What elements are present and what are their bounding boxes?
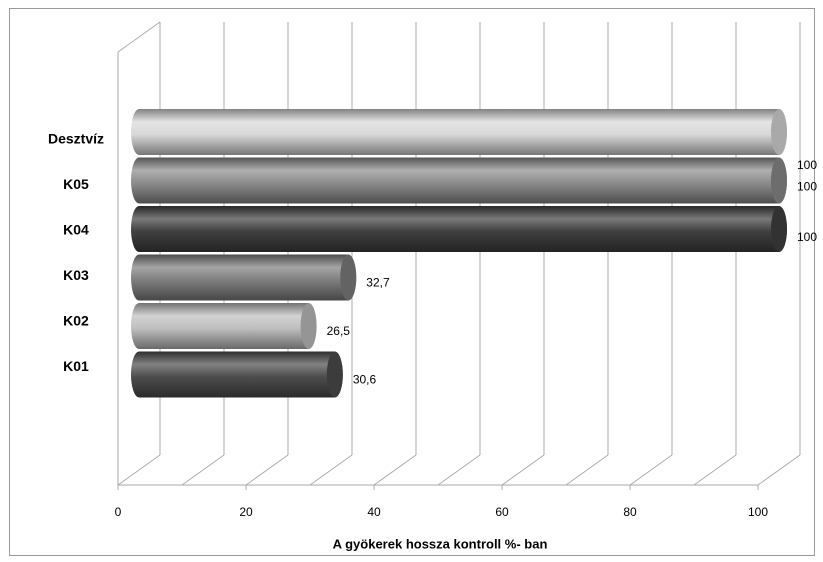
- x-tick-label-100: 100: [748, 505, 768, 519]
- category-label-k02: K02: [63, 313, 89, 329]
- data-label-k02: 26,5: [327, 324, 351, 338]
- category-label-k05: K05: [63, 176, 89, 192]
- bar-k02-body: [131, 303, 317, 349]
- data-labels: 100 100 100 32,7 26,5 30,6: [327, 158, 818, 387]
- data-label-k01: 30,6: [353, 373, 377, 387]
- x-tick-label-20: 20: [239, 505, 253, 519]
- data-label-k05: 100: [797, 180, 817, 194]
- category-label-k01: K01: [63, 358, 89, 374]
- gridline-floor-90: [693, 454, 737, 486]
- gridline-floor-20: [245, 454, 289, 486]
- bar-k01-cap: [326, 351, 343, 398]
- bar-k03-cap: [340, 254, 357, 301]
- gridline-floor-0: [117, 454, 161, 486]
- bar-desztviz-body: [131, 109, 787, 155]
- gridline-floor-30: [309, 454, 353, 486]
- x-tick-label-40: 40: [367, 505, 381, 519]
- category-label-k03: K03: [63, 267, 89, 283]
- bar-k01: [131, 351, 343, 398]
- gridline-floor-100: [757, 454, 801, 486]
- data-label-k03: 32,7: [366, 276, 390, 290]
- bar-k04: [131, 206, 787, 252]
- bar-k03: [131, 254, 357, 301]
- bar-k03-body: [131, 254, 357, 301]
- bar-k05-body: [131, 157, 787, 204]
- gridline-floor-80: [629, 454, 673, 486]
- category-label-desztviz: Desztvíz: [48, 131, 104, 147]
- gridline-floor-10: [181, 454, 225, 486]
- x-tick-label-0: 0: [115, 505, 122, 519]
- bar-desztviz: [131, 109, 787, 155]
- gridline-floor-60: [501, 454, 545, 486]
- category-axis: Desztvíz K05 K04 K03 K02 K01: [48, 131, 104, 375]
- bar-k04-body: [131, 206, 787, 252]
- x-axis-title: A gyökerek hossza kontroll %- ban: [333, 536, 548, 551]
- gridline-floor-70: [565, 454, 609, 486]
- bar-k02-cap: [300, 303, 317, 349]
- left-wall-top-edge: [117, 21, 161, 53]
- chart-border: [9, 8, 815, 556]
- value-axis: 0 20 40 60 80 100: [115, 485, 768, 519]
- bar-k05-cap: [771, 157, 787, 204]
- gridline-floor-50: [437, 454, 481, 486]
- gridline-floor-40: [373, 454, 417, 486]
- bar-k02: [131, 303, 317, 349]
- data-label-k04: 100: [797, 230, 817, 244]
- bar-k01-body: [131, 351, 343, 398]
- data-label-desztviz: 100: [797, 158, 817, 172]
- bar-k04-cap: [771, 206, 787, 252]
- bar-k05: [131, 157, 787, 204]
- category-label-k04: K04: [63, 222, 89, 238]
- x-tick-label-60: 60: [495, 505, 509, 519]
- x-tick-label-80: 80: [623, 505, 637, 519]
- bars: [131, 109, 787, 398]
- bar-desztviz-cap: [771, 109, 787, 155]
